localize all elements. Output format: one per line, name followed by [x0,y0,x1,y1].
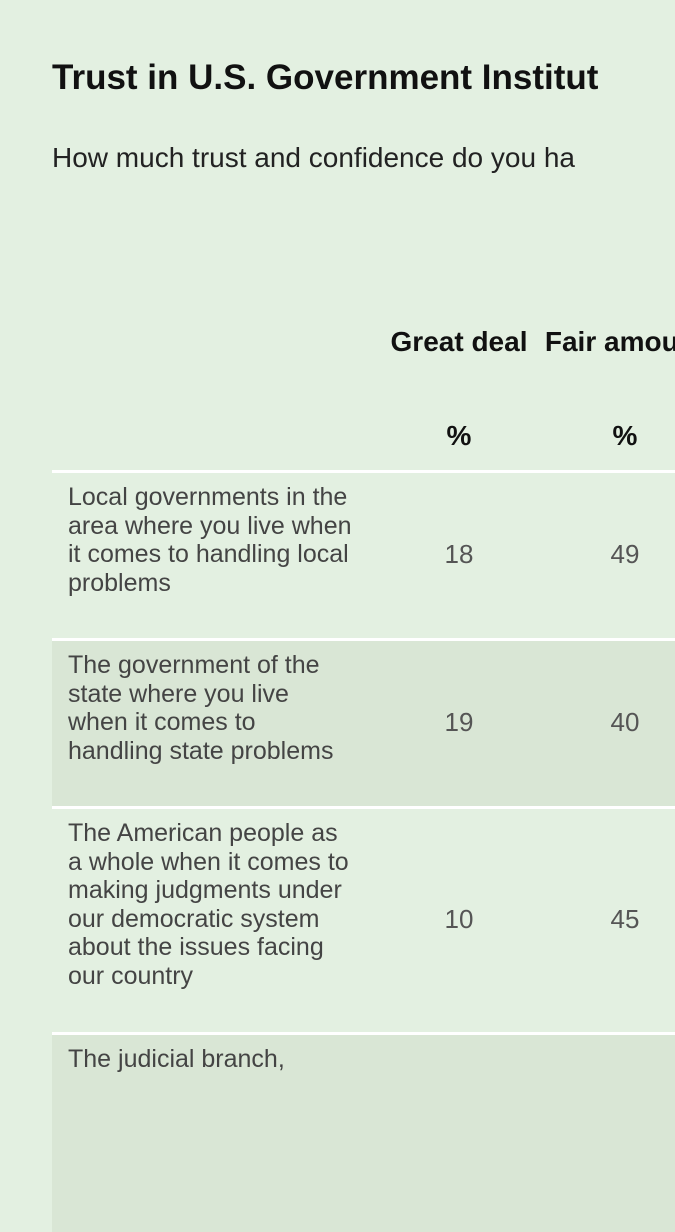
subtitle: How much trust and confidence do you ha [52,142,575,173]
row-label: Local governments in the area where you … [68,483,352,597]
cell-value: 45 [610,904,640,934]
column-unit: % [612,420,638,451]
table-row: The government of the state where you li… [52,638,675,806]
row-label: The judicial branch, [68,1045,285,1073]
page: Trust in U.S. Government Institut How mu… [52,58,675,1232]
cell-value: 10 [444,904,474,934]
row-label: The government of the state where you li… [68,651,334,765]
title: Trust in U.S. Government Institut [52,58,599,97]
table-row: The American people as a whole when it c… [52,806,675,1032]
table-row: The judicial branch, [52,1032,675,1232]
table-row: Local governments in the area where you … [52,470,675,638]
column-header: Fair amount [544,326,675,357]
cell-value: 19 [444,707,474,737]
cell-value: 40 [610,707,640,737]
row-label: The American people as a whole when it c… [68,819,349,990]
column-header: Great deal [390,326,528,357]
cell-value: 18 [444,539,474,569]
cell-value: 49 [610,539,640,569]
column-unit: % [446,420,472,451]
